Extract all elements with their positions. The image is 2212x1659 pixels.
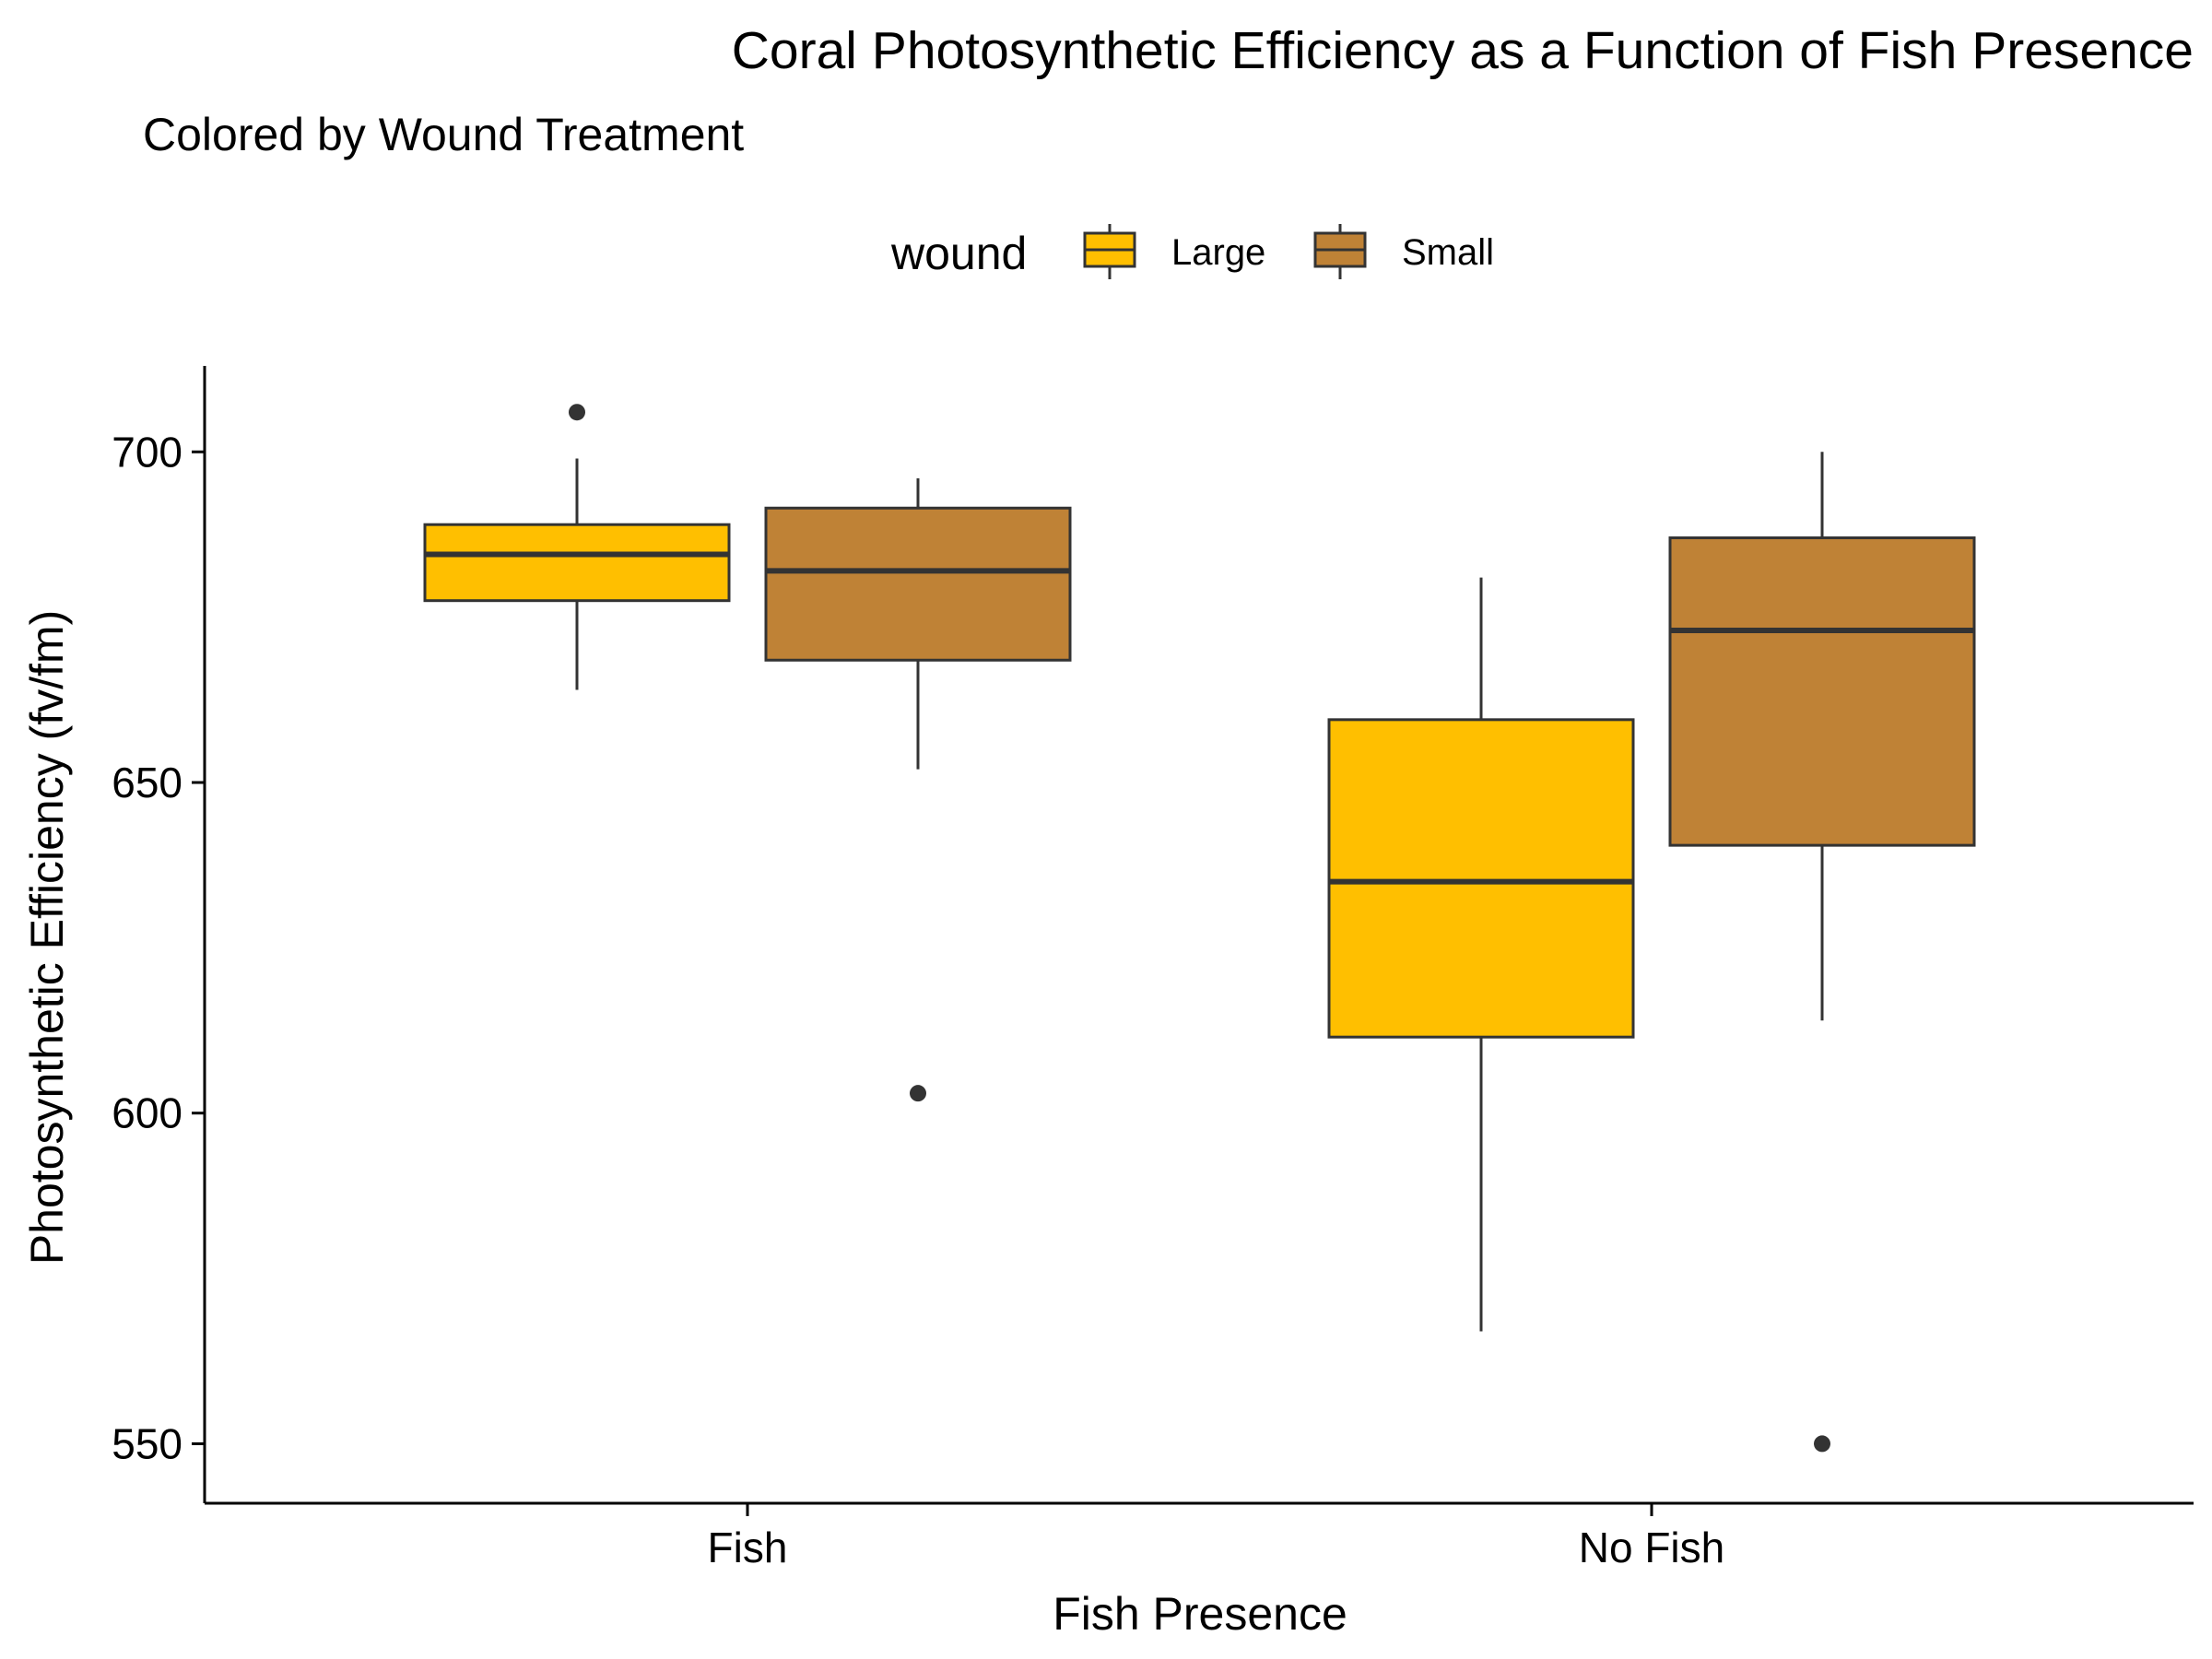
outlier-point [910,1085,926,1102]
box-large-no-fish [1327,577,1635,1332]
x-axis-title: Fish Presence [1053,1588,1347,1640]
y-axis-ticks: 550 600 650 700 [112,428,205,1467]
legend-items: Large Small [1083,224,1494,279]
legend-item-large: Large [1083,224,1265,279]
y-tick-label: 550 [112,1419,182,1467]
box-large-fish [423,404,731,690]
box-body [1668,536,1976,847]
box-body [1327,718,1635,1039]
y-tick-label: 650 [112,759,182,806]
plot-area [423,404,1976,1453]
legend-item-small: Small [1313,224,1494,279]
legend-label: Large [1171,232,1265,273]
y-tick-label: 600 [112,1089,182,1137]
y-tick-label: 700 [112,428,182,476]
box-body [764,506,1072,662]
box-small-fish [764,477,1072,1102]
y-axis-title: Photosynthetic Efficiency (fv/fm) [21,610,73,1265]
legend-label: Small [1402,232,1494,273]
legend: wound Large Small [890,224,1494,279]
box-small-no-fish [1668,452,1976,1453]
x-axis-ticks: Fish No Fish [708,1503,1724,1571]
chart-subtitle: Colored by Wound Treatment [143,109,744,160]
outlier-point [1814,1435,1830,1453]
box-body [423,523,731,603]
outlier-point [569,404,585,421]
legend-title: wound [890,228,1027,279]
x-tick-label: Fish [708,1524,788,1571]
x-tick-label: No Fish [1579,1524,1724,1571]
chart-title: Coral Photosynthetic Efficiency as a Fun… [732,21,2194,80]
